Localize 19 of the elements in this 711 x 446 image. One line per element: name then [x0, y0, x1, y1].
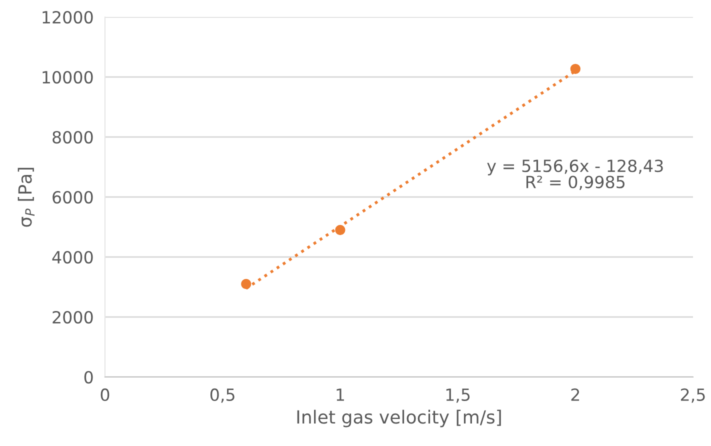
x-tick-label: 1	[336, 388, 344, 401]
x-tick-label: 0	[100, 388, 110, 402]
x-axis-title: Inlet gas velocity [m/s]	[297, 410, 501, 428]
y-tick-label: 0	[84, 370, 93, 384]
y-tick-label: 12000	[42, 10, 93, 24]
y-tick-label: 10000	[42, 70, 93, 84]
y-tick-label: 6000	[52, 190, 93, 204]
x-tick-label: 2	[571, 388, 580, 401]
x-tick-label: 2,5	[680, 388, 705, 403]
y-tick-label: 2000	[52, 310, 93, 324]
x-tick-label: 1,5	[446, 388, 470, 403]
x-tick-label: 0,5	[210, 388, 234, 403]
point	[335, 224, 346, 236]
y-tick-label: 8000	[52, 130, 93, 144]
y-tick-label: 4000	[52, 250, 93, 264]
point	[241, 278, 252, 290]
annotation: y = 5156,6x - 128,43 R² = 0,9985	[487, 160, 663, 190]
point	[570, 64, 580, 74]
y-axis-title: σ$_{P}$ [Pa]	[18, 168, 35, 227]
